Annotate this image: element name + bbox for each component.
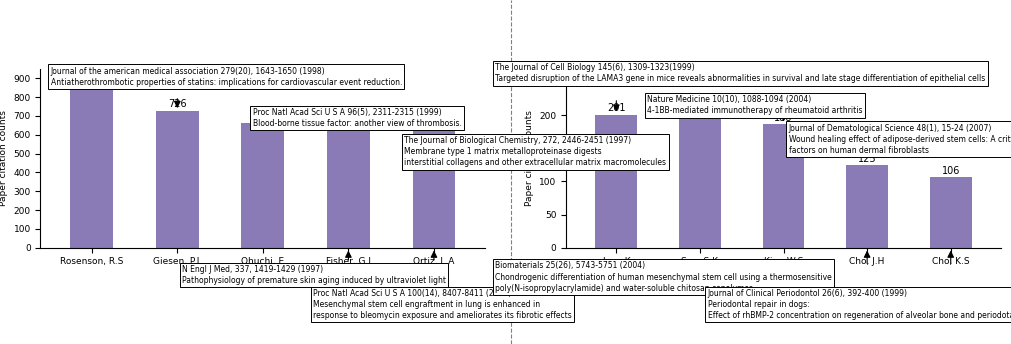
Text: Proc Natl Acad Sci U S A 100(14), 8407-8411 (2003)
Mesenchymal stem cell engraft: Proc Natl Acad Sci U S A 100(14), 8407-8… bbox=[313, 289, 572, 320]
Text: 106: 106 bbox=[941, 166, 959, 176]
Bar bbox=[846, 165, 888, 248]
Bar bbox=[242, 123, 284, 248]
Text: 661: 661 bbox=[254, 112, 272, 122]
Y-axis label: Paper citation counts: Paper citation counts bbox=[525, 110, 534, 206]
Bar bbox=[679, 117, 721, 248]
Bar bbox=[412, 128, 455, 248]
Text: Journal of Clinical Periodontol 26(6), 392-400 (1999)
Periodontal repair in dogs: Journal of Clinical Periodontol 26(6), 3… bbox=[708, 289, 1011, 320]
Text: 201: 201 bbox=[607, 103, 626, 113]
Text: 857: 857 bbox=[83, 75, 101, 85]
Text: Journal of Dematological Science 48(1), 15-24 (2007)
Wound healing effect of adi: Journal of Dematological Science 48(1), … bbox=[789, 123, 1011, 155]
Text: N Engl J Med, 337, 1419-1429 (1997)
Pathophysiology of premature skin aging indu: N Engl J Med, 337, 1419-1429 (1997) Path… bbox=[182, 265, 446, 285]
Text: 654: 654 bbox=[339, 113, 358, 123]
Text: 186: 186 bbox=[774, 113, 793, 123]
Text: Nature Medicine 10(10), 1088-1094 (2004)
4-1BB-mediated immunotherapy of rheumat: Nature Medicine 10(10), 1088-1094 (2004)… bbox=[647, 95, 862, 116]
Text: 634: 634 bbox=[425, 117, 443, 127]
Text: Proc Natl Acad Sci U S A 96(5), 2311-2315 (1999)
Blood-borne tissue factor: anot: Proc Natl Acad Sci U S A 96(5), 2311-231… bbox=[253, 108, 462, 128]
Text: 198: 198 bbox=[691, 105, 709, 115]
Bar bbox=[71, 86, 113, 248]
Bar bbox=[595, 115, 637, 248]
Text: The Journal of Biological Chemistry, 272, 2446-2451 (1997)
Membrane type 1 matri: The Journal of Biological Chemistry, 272… bbox=[404, 136, 666, 167]
Text: The Journal of Cell Biology 145(6), 1309-1323(1999)
Targeted disruption of the L: The Journal of Cell Biology 145(6), 1309… bbox=[495, 63, 986, 83]
Bar bbox=[762, 125, 805, 248]
Bar bbox=[327, 125, 370, 248]
Text: Biomaterials 25(26), 5743-5751 (2004)
Chondrogenic differentiation of human mese: Biomaterials 25(26), 5743-5751 (2004) Ch… bbox=[495, 261, 832, 293]
Y-axis label: Paper citation counts: Paper citation counts bbox=[0, 110, 8, 206]
Text: 125: 125 bbox=[857, 153, 877, 163]
Bar bbox=[156, 111, 199, 248]
Text: 726: 726 bbox=[168, 99, 187, 109]
Text: Journal of the american medical association 279(20), 1643-1650 (1998)
Antiathero: Journal of the american medical associat… bbox=[51, 67, 402, 87]
Bar bbox=[930, 178, 972, 248]
